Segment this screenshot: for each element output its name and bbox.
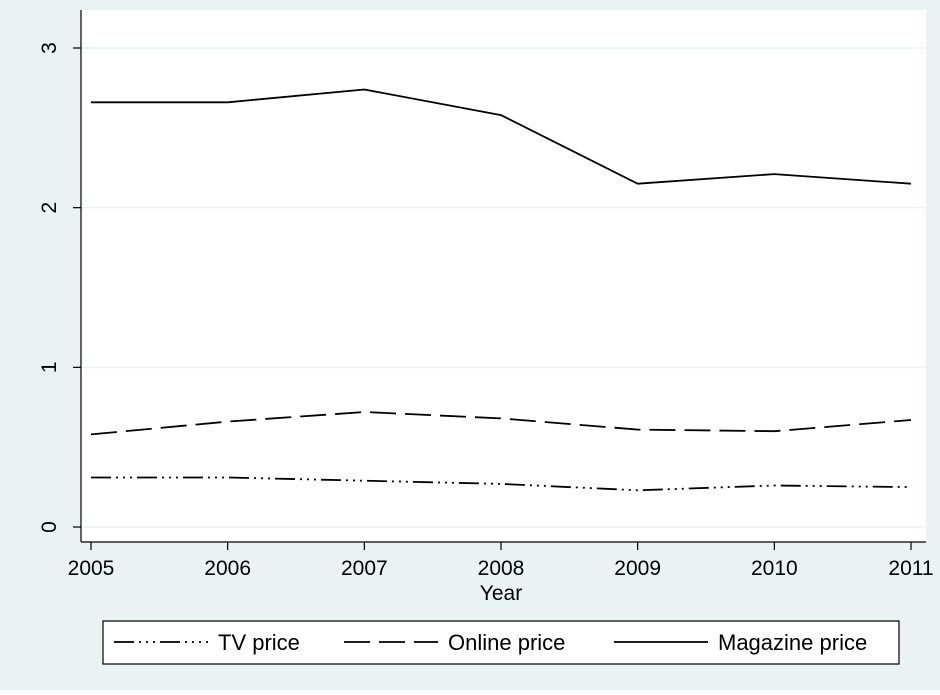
x-tick-label-2006: 2006: [204, 557, 251, 580]
legend-items: TV price Online price Magazine price: [114, 630, 867, 655]
gridlines: [81, 47, 926, 528]
legend-box: [102, 620, 900, 665]
y-tick-label-1: 1: [38, 361, 61, 373]
x-tick-label-2009: 2009: [614, 557, 661, 580]
series-line-magazine-price: [91, 88, 912, 185]
legend: TV price Online price Magazine price: [102, 620, 900, 665]
x-tick-label-2010: 2010: [751, 557, 798, 580]
x-axis-label: Year: [480, 582, 522, 605]
series-line-online-price: [90, 411, 912, 436]
x-tick-label-2011: 2011: [888, 557, 933, 580]
x-tick-label-2007: 2007: [341, 557, 388, 580]
y-tick-label-2: 2: [38, 202, 61, 214]
y-tick-label-3: 3: [38, 42, 61, 54]
x-tick-label-2008: 2008: [478, 557, 525, 580]
series-line-tv-price: [91, 476, 912, 492]
legend-label-magazine-price: Magazine price: [718, 630, 867, 655]
series-lines: [90, 88, 912, 492]
plot-area: [81, 10, 926, 542]
axes: 0 1 2 3 2005 2006 2007 2008 2009 2010 2011: [38, 10, 934, 580]
x-tick-label-2005: 2005: [68, 557, 115, 580]
legend-label-online-price: Online price: [448, 630, 565, 655]
y-tick-label-0: 0: [38, 521, 61, 533]
legend-label-tv-price: TV price: [218, 630, 300, 655]
